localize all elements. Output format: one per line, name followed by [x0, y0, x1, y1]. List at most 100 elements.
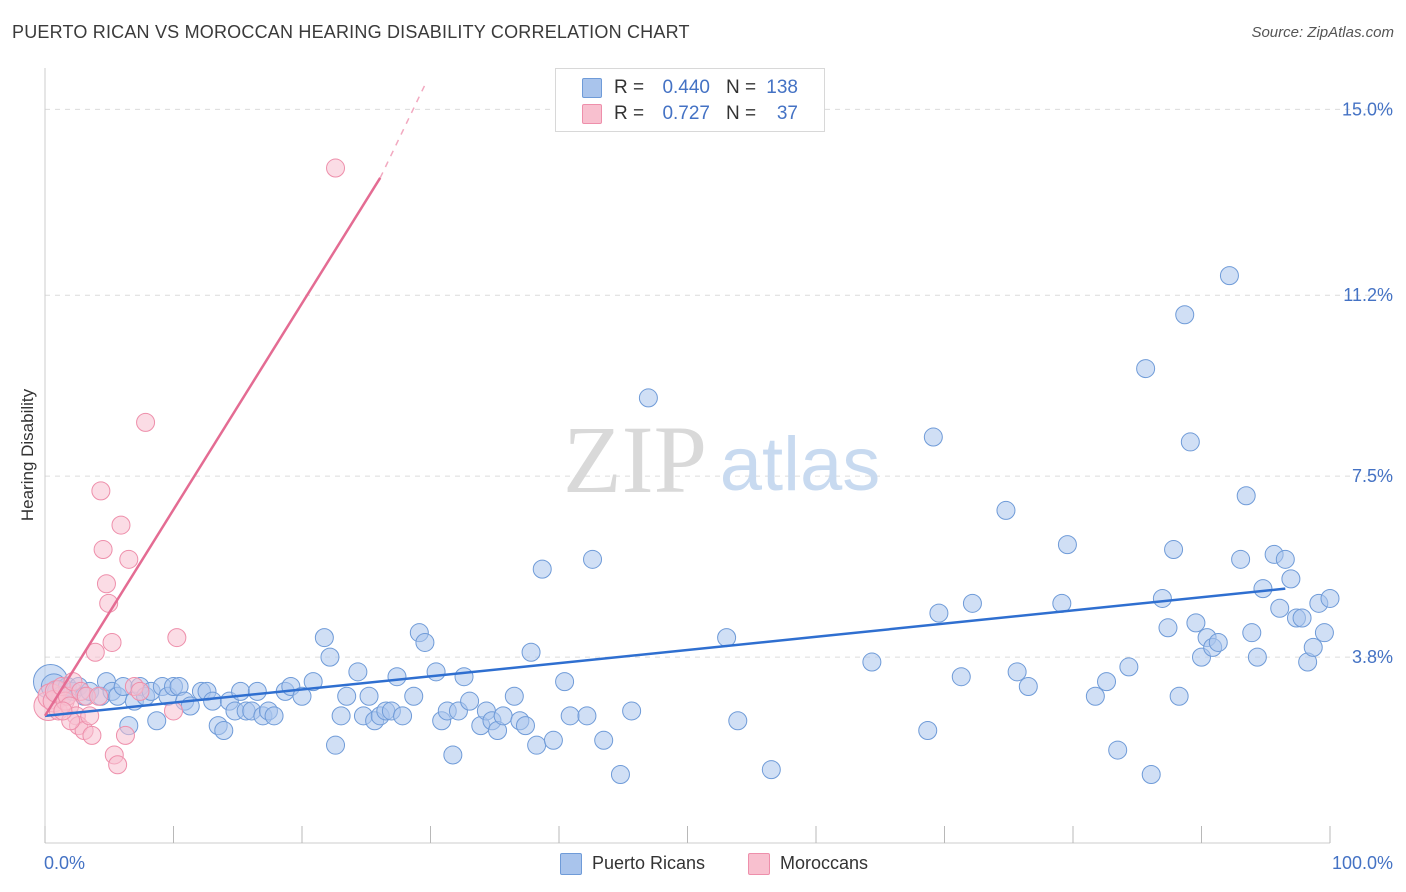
puerto-rican-point: [504, 686, 524, 706]
bottom-legend-label: Moroccans: [780, 853, 869, 873]
puerto-rican-point: [717, 628, 737, 648]
chart-title: PUERTO RICAN VS MOROCCAN HEARING DISABIL…: [12, 22, 690, 42]
moroccan-point: [82, 725, 102, 745]
puerto-rican-point: [923, 427, 943, 447]
moroccan-point: [119, 549, 139, 569]
legend-row-moroccans: R = 0.727 N = 37: [556, 101, 824, 127]
puerto-rican-point: [1314, 623, 1334, 643]
trend-lines: [43, 84, 1286, 718]
y-axis-title: Hearing Disability: [18, 388, 37, 521]
puerto-rican-point: [1275, 549, 1295, 569]
legend-n-value: 37: [776, 103, 798, 124]
legend-swatch-blue: [582, 78, 602, 98]
puerto-rican-point: [203, 691, 223, 711]
puerto-rican-point: [1208, 632, 1228, 652]
puerto-rican-point: [761, 760, 781, 780]
puerto-rican-point: [532, 559, 552, 579]
puerto-rican-point: [337, 686, 357, 706]
bottom-legend-label: Puerto Ricans: [592, 853, 706, 873]
moroccan-point: [89, 686, 109, 706]
puerto-rican-point: [638, 388, 658, 408]
puerto-rican-point: [1108, 740, 1128, 760]
puerto-rican-point: [320, 647, 340, 667]
moroccan-point: [91, 481, 111, 501]
moroccan-point: [115, 725, 135, 745]
puerto-rican-point: [1320, 588, 1340, 608]
puerto-rican-point: [527, 735, 547, 755]
y-tick-label: 3.8%: [1352, 647, 1393, 667]
puerto-rican-point: [543, 730, 563, 750]
puerto-rican-point: [393, 706, 413, 726]
puerto-rican-point: [622, 701, 642, 721]
moroccan-point: [102, 632, 122, 652]
bottom-legend-swatch-pink: [748, 853, 770, 875]
puerto-rican-point: [247, 681, 267, 701]
legend-n-label: N =: [726, 103, 757, 124]
moroccan-point: [167, 628, 187, 648]
watermark-zip: ZIP: [563, 406, 707, 513]
puerto-rican-point: [728, 711, 748, 731]
puerto-rican-point: [951, 667, 971, 687]
puerto-rican-point: [314, 628, 334, 648]
moroccan-point: [96, 574, 116, 594]
puerto-rican-point: [387, 667, 407, 687]
puerto-rican-point: [1219, 266, 1239, 286]
puerto-rican-point: [415, 632, 435, 652]
puerto-rican-point: [996, 500, 1016, 520]
y-tick-label: 11.2%: [1343, 285, 1393, 305]
puerto-rican-point: [404, 686, 424, 706]
x-tick-label: 0.0%: [44, 853, 85, 873]
moroccan-point: [136, 412, 156, 432]
puerto-rican-point: [1085, 686, 1105, 706]
legend-row-puerto-ricans: R = 0.440 N = 138: [556, 75, 824, 101]
puerto-rican-point: [1057, 535, 1077, 555]
puerto-rican-point: [1018, 676, 1038, 696]
legend-n-label: N =: [726, 77, 757, 98]
moroccan-point: [326, 158, 346, 178]
moroccan-point: [93, 540, 113, 560]
puerto-rican-point: [1097, 672, 1117, 692]
puerto-rican-point: [147, 711, 167, 731]
puerto-rican-point: [264, 706, 284, 726]
puerto-rican-point: [918, 721, 938, 741]
puerto-rican-point: [594, 730, 614, 750]
puerto-rican-point: [1141, 765, 1161, 785]
grid-lines: [45, 108, 1395, 658]
puerto-rican-point: [929, 603, 949, 623]
puerto-rican-point: [862, 652, 882, 672]
puerto-rican-point: [610, 765, 630, 785]
puerto-rican-point: [1136, 359, 1156, 379]
x-tick-label: 100.0%: [1332, 853, 1393, 873]
puerto-rican-point: [1169, 686, 1189, 706]
puerto-rican-point: [1303, 637, 1323, 657]
bottom-legend-swatch-blue: [560, 853, 582, 875]
puerto-rican-point: [1175, 305, 1195, 325]
puerto-rican-point: [1281, 569, 1301, 589]
puerto-rican-point: [1119, 657, 1139, 677]
y-tick-label: 7.5%: [1352, 466, 1393, 486]
puerto-rican-point: [214, 721, 234, 741]
moroccan-point: [130, 681, 150, 701]
puerto-rican-point: [1242, 623, 1262, 643]
puerto-rican-point: [493, 706, 513, 726]
moroccan-point: [108, 755, 128, 775]
puerto-rican-point: [515, 716, 535, 736]
puerto-rican-point: [1052, 593, 1072, 613]
y-tick-labels: 3.8% 7.5% 11.2% 15.0%: [1342, 99, 1393, 667]
y-tick-label: 15.0%: [1342, 99, 1393, 119]
legend-n-value: 138: [766, 77, 798, 98]
legend-r-value: 0.440: [662, 77, 710, 98]
puerto-rican-point: [460, 691, 480, 711]
puerto-rican-point: [962, 593, 982, 613]
trend-line-moroccans: [43, 177, 382, 717]
watermark: ZIP atlas: [563, 406, 880, 513]
puerto-rican-point: [454, 667, 474, 687]
legend-r-label: R =: [614, 77, 645, 98]
puerto-rican-point: [577, 706, 597, 726]
puerto-rican-point: [1180, 432, 1200, 452]
series-puerto-ricans: [32, 266, 1340, 785]
puerto-rican-point: [443, 745, 463, 765]
puerto-rican-point: [303, 672, 323, 692]
stats-legend: R = 0.440 N = 138 R = 0.727 N = 37: [555, 68, 825, 132]
